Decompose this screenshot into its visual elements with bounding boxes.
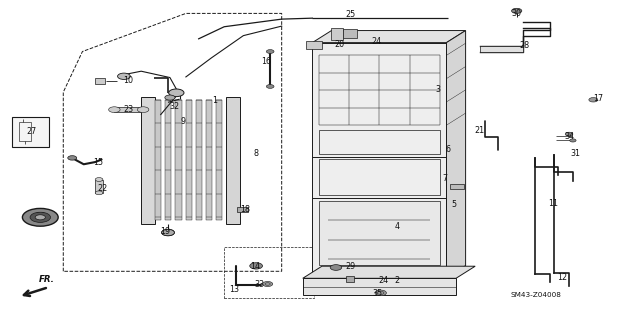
Circle shape [95, 178, 103, 182]
Circle shape [266, 50, 274, 53]
Circle shape [109, 107, 120, 113]
Circle shape [169, 89, 184, 97]
Circle shape [95, 191, 103, 195]
Text: 22: 22 [98, 184, 108, 193]
Text: 21: 21 [475, 126, 484, 135]
Text: 16: 16 [260, 56, 271, 65]
Text: 5: 5 [452, 200, 457, 209]
Bar [95, 180, 103, 193]
Circle shape [68, 156, 77, 160]
Text: 20: 20 [334, 40, 344, 49]
Text: 27: 27 [26, 127, 36, 136]
Text: 34: 34 [564, 132, 574, 141]
Circle shape [565, 132, 573, 136]
Bar [312, 43, 447, 278]
Text: 15: 15 [93, 158, 104, 167]
Circle shape [30, 212, 51, 222]
Text: 13: 13 [228, 285, 239, 294]
Bar [346, 276, 355, 282]
Text: 25: 25 [346, 11, 356, 19]
Circle shape [266, 85, 274, 88]
Circle shape [330, 265, 342, 270]
Polygon shape [447, 31, 466, 278]
Text: 7: 7 [442, 174, 447, 183]
Text: FR.: FR. [39, 275, 54, 284]
Text: SM43-Z04008: SM43-Z04008 [511, 293, 561, 299]
Circle shape [118, 73, 131, 79]
Bar [343, 29, 357, 38]
Bar [156, 100, 161, 220]
Text: 17: 17 [593, 94, 603, 103]
Text: 32: 32 [170, 102, 179, 111]
Bar [319, 159, 440, 195]
Bar [479, 46, 523, 51]
Bar [206, 100, 212, 220]
Text: 19: 19 [161, 227, 170, 236]
Text: 4: 4 [394, 222, 399, 231]
Text: 2: 2 [394, 276, 399, 285]
Circle shape [589, 98, 598, 102]
Circle shape [22, 208, 58, 226]
Bar [226, 97, 240, 224]
Text: 24: 24 [379, 276, 389, 285]
Circle shape [138, 107, 149, 113]
Text: 14: 14 [250, 262, 260, 271]
Bar [141, 97, 156, 224]
Text: 33: 33 [254, 280, 264, 289]
Bar [319, 130, 440, 154]
Text: 26: 26 [36, 212, 46, 221]
Text: 10: 10 [124, 76, 133, 85]
Bar [95, 78, 106, 84]
Bar [115, 107, 143, 113]
Circle shape [511, 8, 522, 13]
Bar [175, 100, 182, 220]
Bar [216, 100, 222, 220]
Circle shape [262, 281, 273, 286]
Bar [450, 184, 464, 189]
Text: 24: 24 [371, 37, 381, 46]
Text: 28: 28 [519, 41, 529, 50]
Bar [319, 201, 440, 265]
Text: 29: 29 [346, 262, 356, 271]
Bar [196, 100, 202, 220]
Polygon shape [312, 31, 466, 43]
Circle shape [165, 95, 175, 100]
Bar [303, 278, 456, 295]
Bar [165, 100, 172, 220]
Bar [332, 28, 343, 40]
Bar [224, 247, 314, 298]
Text: 6: 6 [445, 145, 450, 154]
Text: 23: 23 [124, 105, 134, 114]
Bar [306, 41, 322, 49]
Text: 1: 1 [212, 96, 217, 105]
Text: 11: 11 [548, 199, 558, 208]
Bar [12, 117, 49, 147]
Bar [19, 122, 31, 141]
Text: 31: 31 [570, 149, 580, 158]
Text: 35: 35 [372, 289, 383, 298]
Circle shape [570, 139, 576, 142]
Bar [186, 100, 192, 220]
Text: 8: 8 [253, 149, 259, 158]
Text: 12: 12 [557, 272, 568, 281]
Text: 30: 30 [512, 9, 522, 18]
Text: 3: 3 [436, 85, 441, 94]
Circle shape [35, 215, 45, 220]
Text: 18: 18 [240, 205, 250, 214]
Circle shape [162, 229, 174, 236]
Circle shape [250, 263, 262, 269]
Polygon shape [303, 266, 475, 278]
Circle shape [162, 229, 174, 236]
Circle shape [375, 290, 387, 296]
Text: 9: 9 [180, 117, 185, 126]
Bar [237, 207, 248, 212]
